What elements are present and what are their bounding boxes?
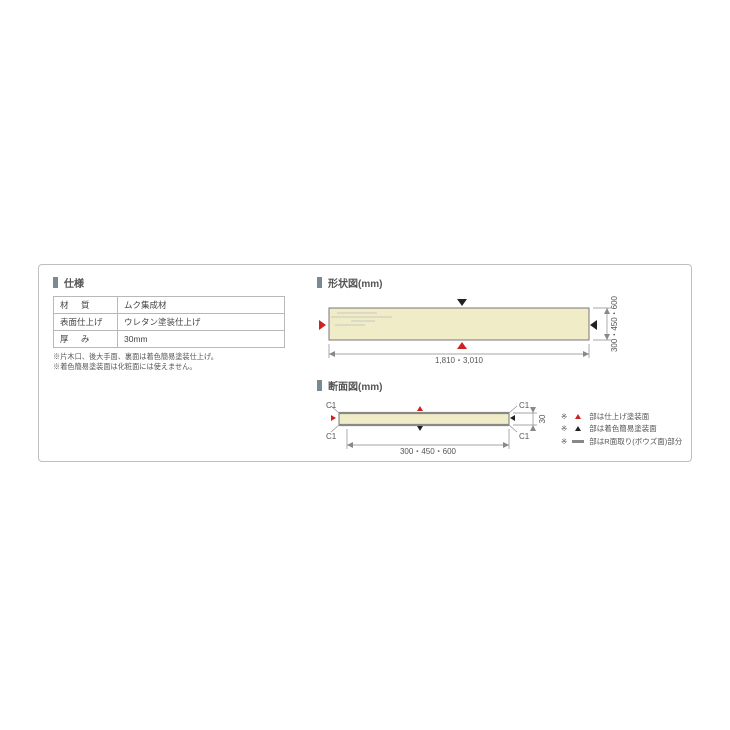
section-marker-top-icon (417, 406, 423, 411)
length-dim: 1,810・3,010 (435, 356, 484, 365)
section-marker-left-icon (331, 415, 336, 421)
heading-bar-icon (317, 380, 322, 391)
shape-heading: 形状図(mm) (317, 275, 677, 290)
shape-svg: 1,810・3,010 300・450・600 (317, 296, 647, 366)
table-row: 厚 み30mm (54, 331, 285, 348)
spec-label: 材 質 (54, 297, 118, 314)
legend-black-triangle-icon (575, 426, 581, 431)
legend-prefix: ※ (561, 436, 567, 447)
legend-red-triangle-icon (575, 414, 581, 419)
legend-prefix: ※ (561, 423, 567, 434)
spec-value: ウレタン塗装仕上げ (118, 314, 285, 331)
section-marker-bottom-icon (417, 426, 423, 431)
section-diagram: C1 C1 C1 C1 300・450・600 (317, 399, 677, 459)
legend-prefix: ※ (561, 411, 567, 422)
heading-bar-icon (317, 277, 322, 288)
finish-marker-back-icon (457, 299, 467, 306)
spec-panel: 仕様 材 質ムク集成材 表面仕上げウレタン塗装仕上げ 厚 み30mm ※片木口、… (38, 264, 692, 462)
section-heading-text: 断面図(mm) (328, 378, 382, 393)
c1-label: C1 (519, 401, 530, 410)
spec-table: 材 質ムク集成材 表面仕上げウレタン塗装仕上げ 厚 み30mm (53, 296, 285, 348)
spec-heading-text: 仕様 (64, 275, 84, 290)
table-row: 材 質ムク集成材 (54, 297, 285, 314)
spec-column: 仕様 材 質ムク集成材 表面仕上げウレタン塗装仕上げ 厚 み30mm ※片木口、… (53, 275, 285, 459)
c1-label: C1 (326, 432, 337, 441)
shape-diagram: 1,810・3,010 300・450・600 (317, 296, 647, 366)
legend-text: 部は着色簡易塗装面 (589, 423, 657, 434)
thickness-dim: 30 (538, 414, 547, 423)
table-row: 表面仕上げウレタン塗装仕上げ (54, 314, 285, 331)
section-marker-right-icon (510, 415, 515, 421)
spec-value: 30mm (118, 331, 285, 348)
spec-label: 厚 み (54, 331, 118, 348)
finish-marker-left-icon (319, 320, 326, 330)
width-dim: 300・450・600 (610, 296, 619, 352)
legend-text: 部は仕上げ塗装面 (589, 411, 649, 422)
section-svg: C1 C1 C1 C1 300・450・600 (317, 399, 557, 459)
legend-text: 部はR面取り(ボウズ面)部分 (589, 436, 682, 447)
legend: ※ 部は仕上げ塗装面 ※ 部は着色簡易塗装面 ※ 部はR面取り(ボウズ面)部分 (561, 411, 691, 448)
c1-label: C1 (326, 401, 337, 410)
finish-marker-right-icon (590, 320, 597, 330)
shape-heading-text: 形状図(mm) (328, 275, 382, 290)
finish-marker-front-icon (457, 342, 467, 349)
section-width-dim: 300・450・600 (400, 447, 457, 456)
legend-row: ※ 部はR面取り(ボウズ面)部分 (561, 436, 691, 447)
c1-label: C1 (519, 432, 530, 441)
spec-note: ※着色簡易塗装面は化粧面には使えません。 (53, 362, 285, 372)
spec-note: ※片木口、後大手面、裏面は着色簡易塗装仕上げ。 (53, 352, 285, 362)
legend-bold-line-icon (572, 440, 584, 443)
section-heading: 断面図(mm) (317, 378, 677, 393)
heading-bar-icon (53, 277, 58, 288)
spec-heading: 仕様 (53, 275, 285, 290)
spec-value: ムク集成材 (118, 297, 285, 314)
diagram-column: 形状図(mm) 1,810・3,010 (317, 275, 677, 459)
spec-label: 表面仕上げ (54, 314, 118, 331)
legend-row: ※ 部は仕上げ塗装面 (561, 411, 691, 422)
legend-row: ※ 部は着色簡易塗装面 (561, 423, 691, 434)
